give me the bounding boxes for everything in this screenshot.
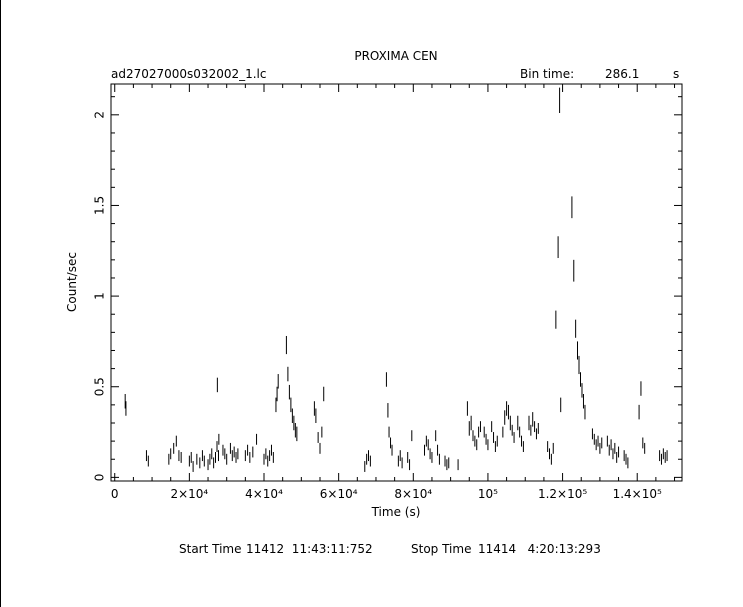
chart-title: PROXIMA CEN <box>354 49 437 63</box>
stop-time-value: 11414 4:20:13:293 <box>478 542 601 556</box>
x-tick-label: 6×10⁴ <box>320 487 358 501</box>
x-tick-label: 10⁵ <box>478 487 498 501</box>
y-axis-ticks: 0 0.5 1 1.5 2 <box>93 96 682 482</box>
x-tick-label: 4×10⁴ <box>245 487 283 501</box>
y-tick-label: 0 <box>93 474 107 482</box>
y-tick-label: 1 <box>93 292 107 300</box>
x-axis-ticks: 0 2×10⁴ 4×10⁴ 6×10⁴ 8×10⁴ 10⁵ 1.2×10⁵ 1.4×10⁵ <box>111 84 676 501</box>
file-name: ad27027000s032002_1.lc <box>111 67 267 81</box>
y-axis-label: Count/sec <box>65 252 79 312</box>
y-tick-label: 2 <box>93 111 107 119</box>
plot-frame <box>110 83 683 482</box>
x-tick-label: 8×10⁴ <box>394 487 432 501</box>
stop-time-label: Stop Time <box>411 542 471 556</box>
data-points <box>124 87 668 472</box>
x-tick-label: 2×10⁴ <box>170 487 208 501</box>
x-tick-label: 1.2×10⁵ <box>538 487 587 501</box>
x-tick-label: 0 <box>111 487 119 501</box>
y-tick-label: 1.5 <box>93 196 107 215</box>
start-time-label: Start Time <box>179 542 242 556</box>
bin-time-value: 286.1 <box>605 67 639 81</box>
x-tick-label: 1.4×10⁵ <box>613 487 662 501</box>
bin-time-unit: s <box>673 67 679 81</box>
x-axis-label: Time (s) <box>371 505 421 519</box>
bin-time-label: Bin time: <box>520 67 574 81</box>
start-time-value: 11412 11:43:11:752 <box>246 542 373 556</box>
y-tick-label: 0.5 <box>93 377 107 396</box>
window-left-edge <box>0 0 1 607</box>
